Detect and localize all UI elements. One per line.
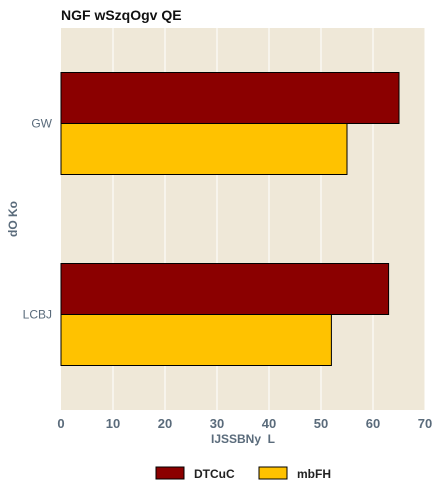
x-tick-label: 60 [366, 416, 380, 431]
x-tick-label: 20 [158, 416, 172, 431]
y-tick-labels: GW LCBJ [23, 117, 53, 322]
chart-title: NGF wSzqOgv QE [61, 7, 182, 23]
legend-label-mbFH: mbFH [297, 467, 331, 481]
x-tick-label: 70 [418, 416, 432, 431]
x-tick-label: 50 [314, 416, 328, 431]
bar-mbFH-GW [61, 124, 347, 175]
y-tick-label: LCBJ [23, 308, 52, 322]
bar-DTCuC-LCBJ [61, 264, 389, 315]
y-axis-label: dO Ko [6, 201, 20, 237]
legend: DTCuC mbFH [156, 467, 331, 481]
x-tick-labels: 0 10 20 30 40 50 60 70 [57, 416, 432, 431]
x-tick-label: 10 [106, 416, 120, 431]
bar-mbFH-LCBJ [61, 315, 331, 366]
legend-swatch-DTCuC [156, 467, 184, 479]
x-axis-label: IJSSBNy L [211, 432, 275, 446]
y-tick-label: GW [31, 117, 52, 131]
x-tick-label: 40 [262, 416, 276, 431]
legend-label-DTCuC: DTCuC [194, 467, 235, 481]
x-tick-label: 0 [57, 416, 64, 431]
x-tick-label: 30 [210, 416, 224, 431]
legend-swatch-mbFH [259, 467, 287, 479]
bar-DTCuC-GW [61, 73, 399, 124]
